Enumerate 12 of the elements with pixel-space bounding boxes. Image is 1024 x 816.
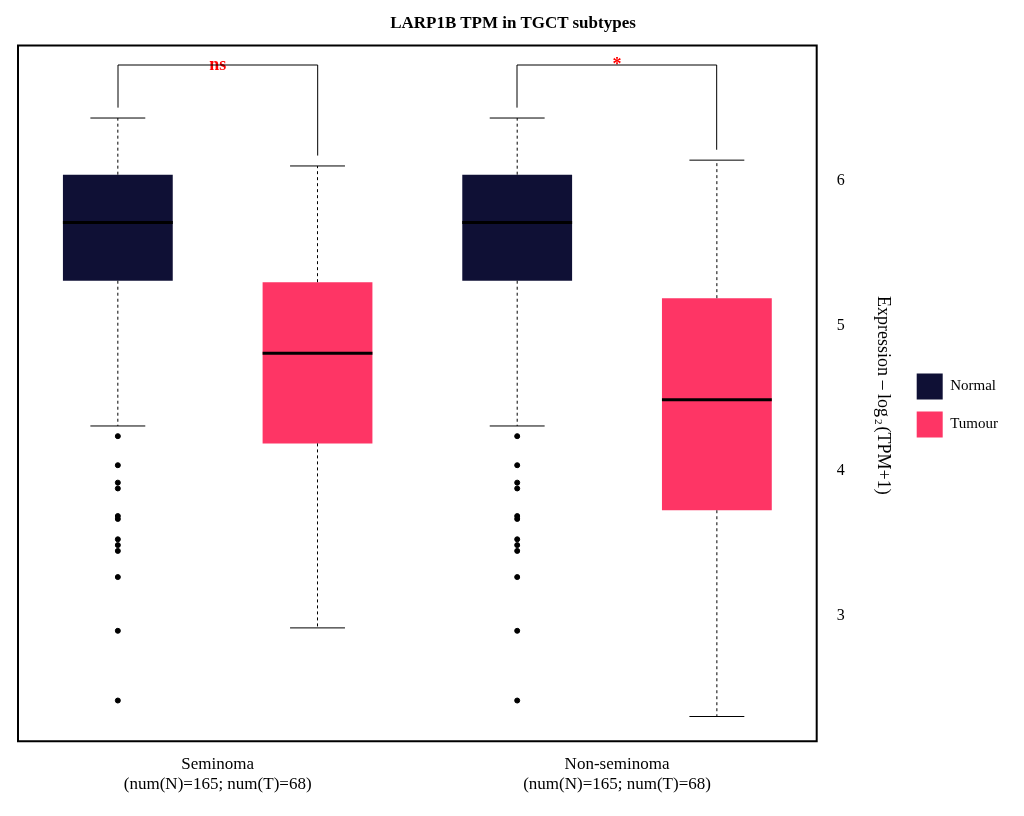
y-tick-label: 6 <box>836 170 845 188</box>
annotation: ns <box>209 54 227 75</box>
y-axis-title: Expression – log2(TPM+1) <box>872 295 894 495</box>
legend-label: Normal <box>950 377 997 394</box>
annotation: * <box>612 54 622 75</box>
x-tick-label: Seminoma (num(N)=165; num(T)=68) <box>123 753 312 794</box>
y-tick-label: 5 <box>836 315 845 333</box>
y-tick-label: 4 <box>836 461 845 479</box>
legend-label: Tumour <box>950 415 999 432</box>
chart-title: LARP1B TPM in TGCT subtypes <box>390 12 637 32</box>
x-tick-label: Non-seminoma (num(N)=165; num(T)=68) <box>523 753 711 794</box>
y-tick-label: 3 <box>836 606 845 624</box>
